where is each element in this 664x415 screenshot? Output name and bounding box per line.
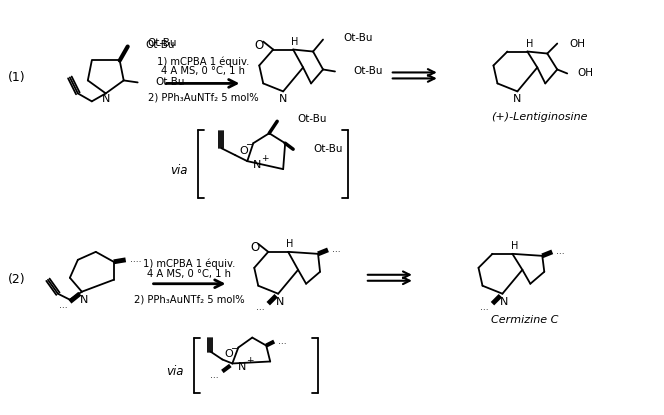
Text: via: via (170, 164, 187, 177)
Text: O: O (224, 349, 232, 359)
Text: Ot-Bu: Ot-Bu (297, 114, 327, 124)
Text: H: H (291, 37, 299, 46)
Text: N: N (80, 295, 88, 305)
Text: via: via (166, 365, 183, 378)
Text: 1) mCPBA 1 équiv.: 1) mCPBA 1 équiv. (157, 56, 249, 67)
Text: Ot-Bu: Ot-Bu (145, 39, 175, 49)
Text: ...: ... (332, 245, 341, 254)
Text: N: N (279, 94, 288, 104)
Text: Ot-Bu: Ot-Bu (147, 37, 177, 48)
Text: OH: OH (569, 39, 585, 49)
Text: 2) PPh₃AuNTf₂ 5 mol%: 2) PPh₃AuNTf₂ 5 mol% (147, 93, 258, 103)
Text: H: H (511, 241, 518, 251)
Text: Cermizine C: Cermizine C (491, 315, 558, 325)
Text: ...: ... (278, 337, 287, 346)
Text: −: − (231, 344, 240, 354)
Text: (2): (2) (8, 273, 26, 286)
Text: 2) PPh₃AuNTf₂ 5 mol%: 2) PPh₃AuNTf₂ 5 mol% (134, 295, 245, 305)
Text: ...: ... (556, 247, 565, 256)
Text: H: H (526, 39, 533, 49)
Text: ....: .... (129, 255, 141, 264)
Text: 4 A MS, 0 °C, 1 h: 4 A MS, 0 °C, 1 h (161, 66, 245, 76)
Text: −: − (246, 140, 254, 150)
Text: ...: ... (256, 303, 264, 312)
Text: 1) mCPBA 1 équiv.: 1) mCPBA 1 équiv. (143, 259, 236, 269)
Text: N: N (102, 94, 110, 104)
Text: O: O (254, 39, 264, 52)
Text: H: H (286, 239, 294, 249)
Text: Ot-Bu: Ot-Bu (313, 144, 343, 154)
Text: N: N (513, 94, 521, 104)
Text: N: N (276, 297, 284, 307)
Text: N: N (238, 362, 246, 373)
Text: (1): (1) (8, 71, 26, 84)
Text: Ot-Bu: Ot-Bu (155, 78, 185, 88)
Text: N: N (253, 160, 262, 170)
Text: 4 A MS, 0 °C, 1 h: 4 A MS, 0 °C, 1 h (147, 269, 232, 279)
Text: +: + (246, 356, 254, 365)
Text: OH: OH (577, 68, 593, 78)
Text: O: O (250, 242, 260, 254)
Text: +: + (262, 154, 269, 163)
Text: ...: ... (210, 371, 218, 380)
Text: (+)-Lentiginosine: (+)-Lentiginosine (491, 112, 588, 122)
Text: ...: ... (480, 303, 489, 312)
Text: Ot-Bu: Ot-Bu (353, 66, 382, 76)
Text: ...: ... (59, 301, 68, 310)
Text: N: N (500, 297, 509, 307)
Text: O: O (239, 146, 248, 156)
Text: Ot-Bu: Ot-Bu (343, 32, 373, 43)
